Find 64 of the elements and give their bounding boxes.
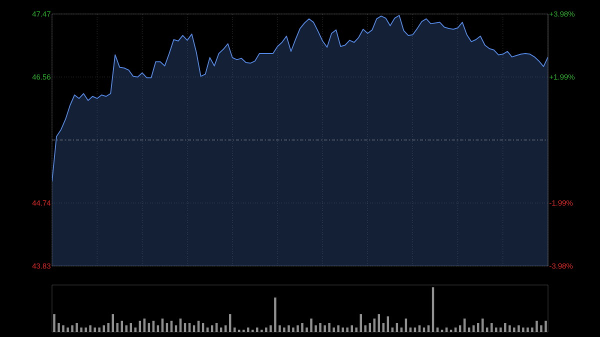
bar	[206, 328, 209, 332]
bar	[422, 328, 426, 332]
bar	[306, 328, 308, 332]
bar	[274, 298, 276, 332]
bar	[292, 328, 294, 332]
bar	[66, 328, 69, 332]
bar	[531, 328, 534, 332]
bar	[337, 325, 340, 332]
bar	[134, 328, 137, 332]
bar	[220, 328, 222, 332]
bar	[504, 323, 506, 332]
bar	[58, 323, 60, 332]
bar	[314, 325, 317, 332]
bar	[310, 318, 312, 332]
bar	[342, 328, 344, 332]
bar	[513, 328, 516, 332]
bar	[53, 314, 56, 332]
bar	[400, 328, 403, 332]
bar	[350, 325, 353, 332]
bar	[278, 325, 281, 332]
bar	[80, 328, 82, 332]
bar	[454, 328, 457, 332]
bar	[247, 328, 250, 332]
bar	[89, 325, 92, 332]
bar	[324, 325, 326, 332]
bar	[490, 323, 493, 332]
bar	[526, 328, 529, 332]
bar	[98, 328, 100, 332]
bar	[391, 328, 394, 332]
bar	[233, 328, 236, 332]
bar	[500, 328, 502, 332]
bar	[486, 328, 488, 332]
bar	[301, 323, 304, 332]
bar	[536, 320, 538, 332]
bar	[445, 328, 448, 332]
bar	[71, 325, 74, 332]
bar	[84, 328, 87, 332]
bar	[62, 325, 64, 332]
bar	[544, 320, 547, 332]
bar	[518, 325, 520, 332]
bar	[107, 323, 110, 332]
bar	[102, 325, 105, 332]
bar	[522, 328, 524, 332]
bar	[436, 328, 439, 332]
bar	[296, 325, 299, 332]
bar	[355, 328, 358, 332]
bar	[346, 328, 348, 332]
bar	[76, 323, 78, 332]
bar	[508, 325, 511, 332]
bar	[256, 328, 258, 332]
bar	[482, 318, 484, 332]
bar	[540, 325, 542, 332]
bar	[270, 325, 272, 332]
bar	[94, 328, 96, 332]
bar	[468, 328, 470, 332]
bar	[332, 328, 335, 332]
bar	[288, 325, 290, 332]
bar	[328, 323, 330, 332]
bar	[265, 328, 268, 332]
bar	[319, 323, 322, 332]
bar	[409, 328, 412, 332]
bar	[283, 328, 286, 332]
bar	[414, 328, 416, 332]
bar	[495, 328, 498, 332]
